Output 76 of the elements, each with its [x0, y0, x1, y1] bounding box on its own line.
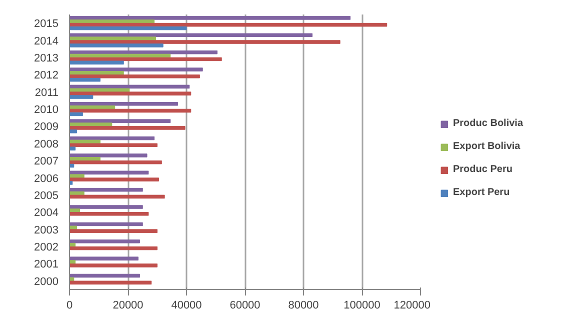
y-tick-label: 2006 — [34, 172, 59, 185]
bar — [70, 19, 155, 24]
x-tick-label: 0 — [66, 300, 73, 312]
bar — [70, 126, 186, 130]
x-tick-label: 120000 — [394, 300, 431, 312]
bar — [70, 36, 156, 40]
legend-label: Produc Peru — [453, 164, 512, 175]
bar — [70, 84, 190, 89]
bar — [70, 181, 73, 185]
legend-label: Export Peru — [453, 187, 510, 198]
y-tick-label: 2007 — [34, 156, 59, 168]
y-tick-label: 2002 — [34, 242, 59, 254]
bar — [70, 33, 313, 38]
bar — [70, 68, 203, 72]
y-tick-label: 2012 — [34, 70, 59, 82]
y-tick-label: 2005 — [34, 190, 59, 202]
bar — [70, 16, 351, 20]
bar — [70, 264, 158, 268]
bar — [70, 256, 138, 260]
y-tick-label: 2004 — [34, 207, 59, 220]
bar — [70, 112, 83, 116]
bar — [70, 160, 162, 164]
bar — [70, 50, 218, 54]
bar — [70, 156, 100, 161]
bar — [70, 22, 388, 27]
y-tick-label: 2011 — [34, 86, 58, 99]
y-tick-label: 2001 — [34, 258, 59, 271]
x-tick-label: 60000 — [230, 300, 260, 312]
bar — [70, 88, 130, 92]
bar — [70, 188, 143, 192]
bar — [70, 140, 100, 144]
bar — [70, 212, 149, 216]
x-tick-label: 40000 — [171, 300, 202, 312]
bar — [70, 146, 76, 150]
bar — [70, 129, 78, 134]
bar — [70, 26, 187, 30]
bar — [70, 229, 158, 233]
bar — [70, 274, 140, 278]
bar — [70, 205, 143, 209]
bar — [70, 78, 100, 82]
bar — [70, 122, 112, 126]
bar — [70, 40, 340, 44]
bar — [70, 222, 143, 226]
bar — [70, 105, 116, 110]
y-tick-label: 2014 — [34, 35, 59, 48]
bar — [70, 74, 200, 78]
bar — [70, 60, 124, 65]
y-tick-label: 2009 — [34, 121, 59, 134]
bar — [70, 174, 84, 178]
bar — [70, 143, 158, 148]
x-tick-label: 20000 — [112, 300, 144, 312]
bar — [70, 154, 148, 158]
bar — [70, 194, 165, 199]
y-tick-label: 2013 — [34, 52, 59, 64]
y-tick-label: 2000 — [34, 276, 59, 288]
bar — [70, 239, 140, 244]
bar — [70, 102, 178, 106]
bar — [70, 108, 192, 113]
bar — [70, 95, 94, 99]
bar — [70, 71, 124, 75]
x-tick-label: 80000 — [288, 300, 319, 312]
y-tick-label: 2008 — [34, 138, 59, 150]
legend-label: Produc Bolivia — [453, 118, 524, 129]
bar — [70, 44, 164, 48]
bar — [70, 92, 192, 96]
y-tick-label: 2010 — [34, 104, 59, 116]
y-tick-label: 2015 — [34, 18, 59, 30]
y-tick-label: 2003 — [34, 224, 59, 236]
bar — [70, 57, 222, 62]
bar — [70, 178, 159, 182]
bar — [70, 280, 152, 285]
bar — [70, 119, 171, 123]
x-tick-label: 100000 — [344, 300, 380, 312]
legend-label: Export Bolivia — [453, 141, 520, 152]
bar — [70, 170, 149, 175]
bar — [70, 246, 158, 250]
